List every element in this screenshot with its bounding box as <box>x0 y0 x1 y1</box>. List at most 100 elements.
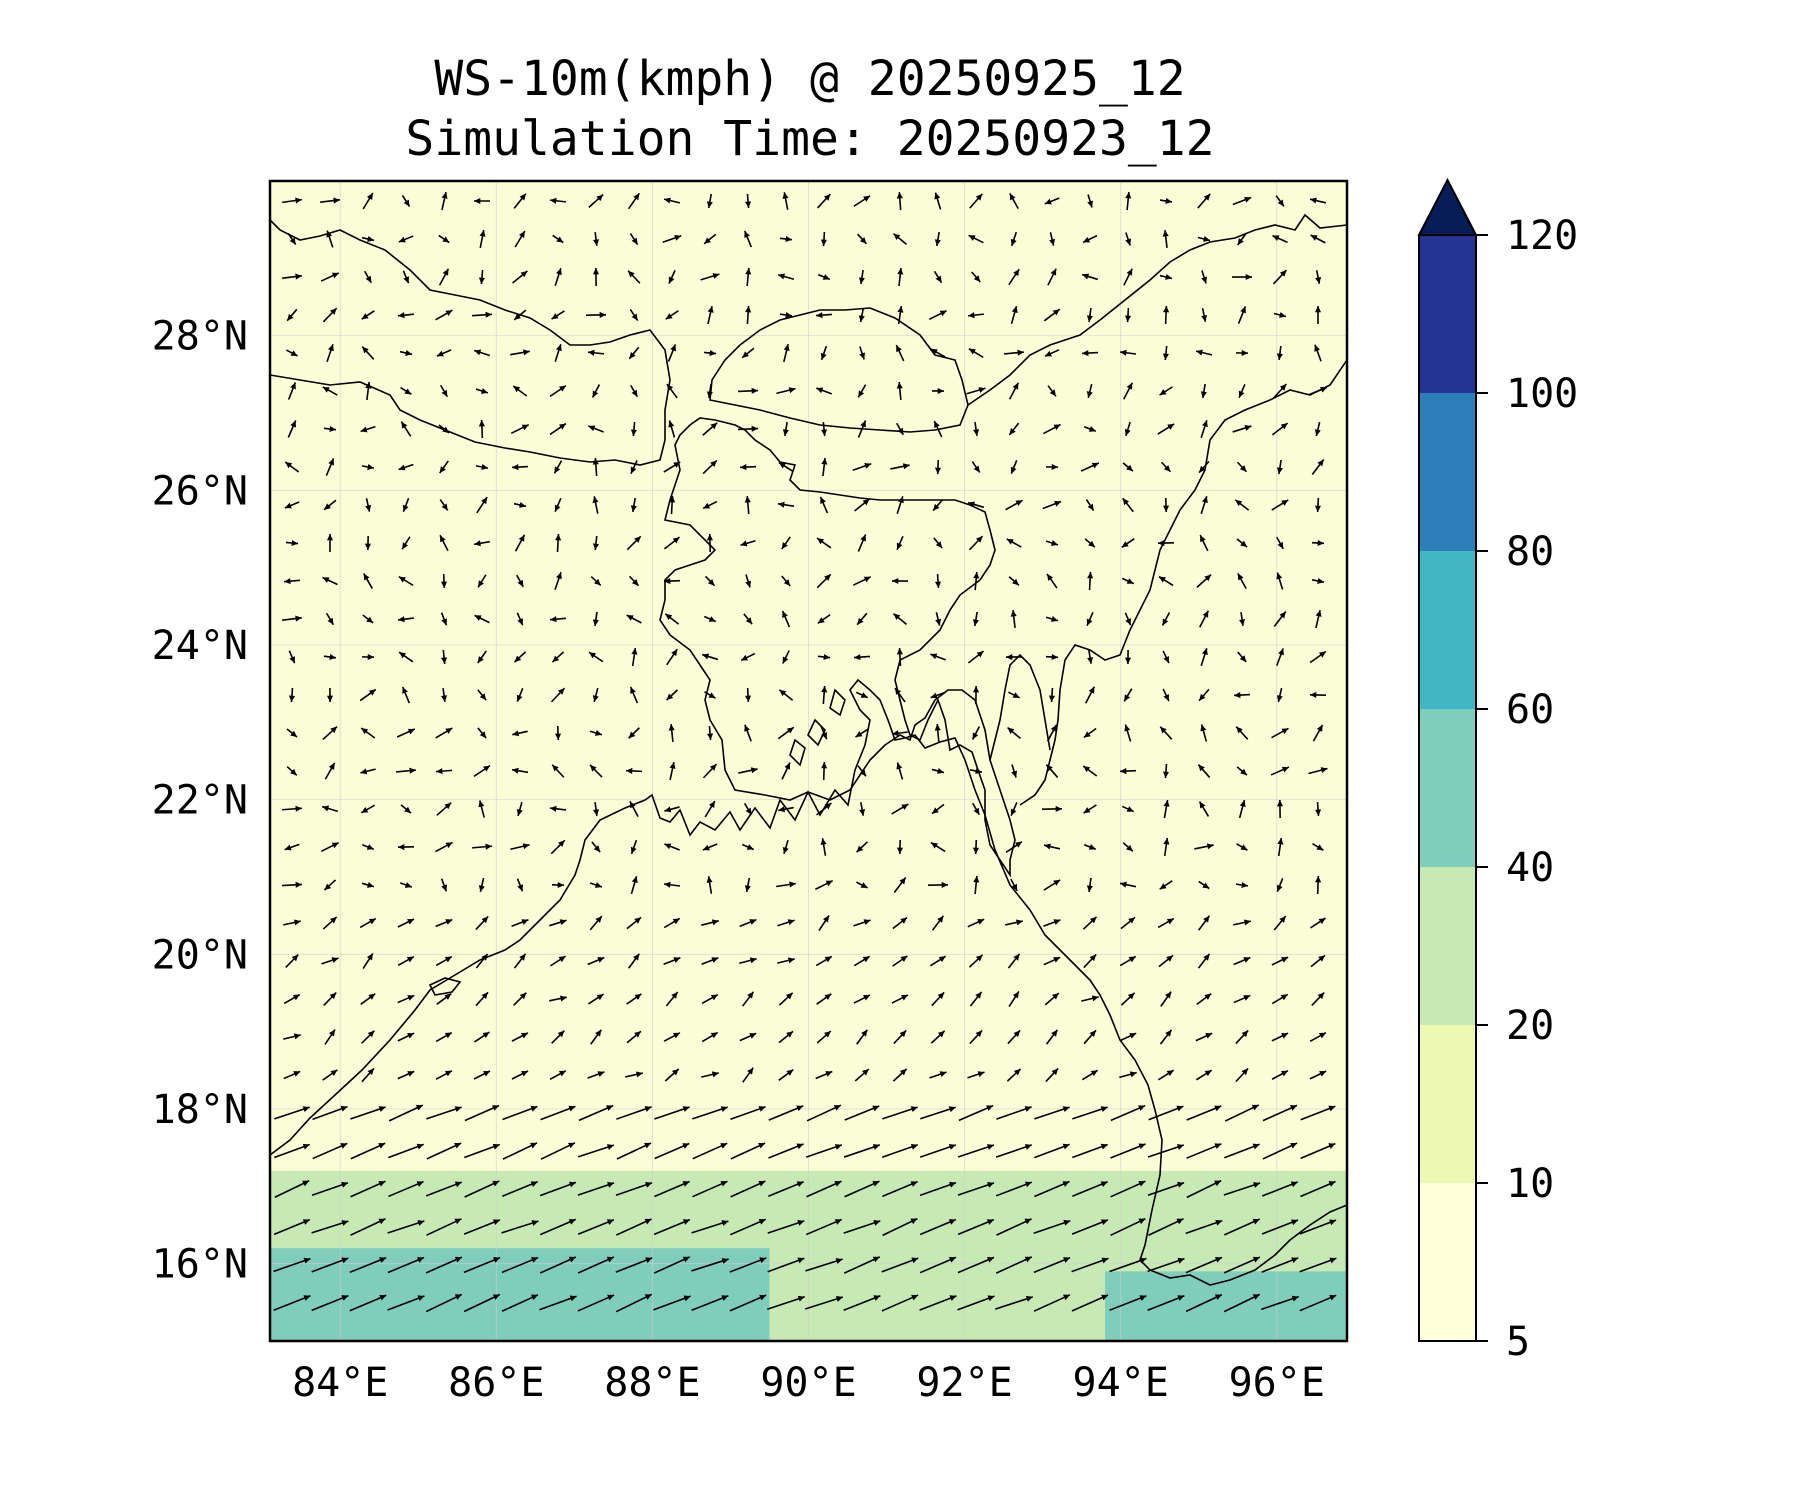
wind-arrow <box>891 577 909 585</box>
colorbar-segment <box>1419 235 1476 393</box>
wind-arrow <box>398 575 414 587</box>
wind-arrow <box>995 1181 1033 1197</box>
wind-arrow <box>930 1030 946 1044</box>
wind-arrow <box>1087 194 1094 208</box>
wind-arrow <box>1201 308 1208 322</box>
wind-arrow <box>692 1180 728 1198</box>
wind-arrow <box>551 881 565 889</box>
wind-arrow <box>739 957 757 965</box>
wind-arrow <box>312 1142 348 1160</box>
wind-arrow <box>777 919 795 927</box>
wind-arrow <box>815 955 833 967</box>
wind-arrow <box>283 919 301 926</box>
wind-arrow <box>1119 1032 1137 1042</box>
wind-arrow <box>1261 1257 1299 1273</box>
wind-zone-1 <box>270 1248 770 1341</box>
wind-arrow <box>549 197 567 204</box>
lon-tick-label: 94°E <box>1073 1360 1169 1406</box>
wind-arrow <box>1007 953 1021 969</box>
wind-arrow <box>440 612 448 626</box>
wind-arrow <box>934 459 942 475</box>
wind-arrow <box>1309 197 1327 204</box>
sundarban-islands <box>789 688 846 767</box>
lat-tick-label: 28°N <box>152 314 248 360</box>
wind-arrow <box>740 652 756 662</box>
wind-arrow <box>973 422 980 436</box>
wind-arrow <box>284 843 300 851</box>
wind-arrow <box>349 1256 387 1274</box>
wind-arrow <box>1119 349 1137 356</box>
wind-arrow <box>654 1180 690 1198</box>
wind-arrow <box>1314 344 1322 362</box>
wind-arrow <box>935 612 942 626</box>
coastal-lagoon <box>428 977 462 996</box>
wind-arrow <box>323 499 337 511</box>
wind-arrow <box>311 1220 349 1234</box>
wind-arrow <box>438 268 450 286</box>
wind-arrow <box>629 309 639 321</box>
wind-arrow <box>361 882 375 888</box>
wind-arrow <box>284 578 300 585</box>
wind-arrow <box>701 919 719 926</box>
wind-arrow <box>738 425 758 432</box>
wind-arrow <box>440 878 448 892</box>
wind-arrow <box>973 571 980 591</box>
wind-arrow <box>1299 1219 1337 1235</box>
lon-tick-label: 90°E <box>760 1360 856 1406</box>
wind-arrow <box>588 651 604 663</box>
lat-tick-label: 22°N <box>152 778 248 824</box>
wind-arrow <box>931 915 945 931</box>
wind-arrow <box>387 1295 425 1311</box>
wind-arrow <box>933 537 943 549</box>
wind-arrow <box>1273 915 1287 931</box>
lat-tick-label: 20°N <box>152 932 248 978</box>
wind-arrow <box>968 954 984 968</box>
wind-arrow <box>539 1256 577 1274</box>
wind-arrow <box>477 650 487 664</box>
wind-arrow <box>322 307 338 323</box>
wind-arrow <box>435 841 453 853</box>
wind-arrow <box>397 843 415 851</box>
wind-arrow <box>397 994 415 1004</box>
wind-arrow <box>1233 956 1251 966</box>
wind-arrow <box>615 1293 653 1313</box>
wind-arrow <box>477 574 487 588</box>
wind-arrow <box>478 800 485 818</box>
wind-arrow <box>1235 726 1249 740</box>
wind-arrow <box>740 540 756 547</box>
wind-arrow <box>664 1068 680 1082</box>
wind-arrow <box>1071 1294 1109 1312</box>
wind-arrow <box>273 1295 311 1311</box>
wind-arrow <box>1085 499 1095 511</box>
wind-arrow <box>1034 1180 1070 1198</box>
wind-arrow <box>501 1256 539 1274</box>
lon-tick-label: 88°E <box>604 1360 700 1406</box>
wind-arrow <box>957 1218 995 1236</box>
wind-arrow <box>820 345 828 361</box>
wind-arrow <box>1159 1029 1173 1045</box>
wind-arrow <box>438 234 450 244</box>
wind-arrow <box>397 1032 415 1042</box>
wind-arrow <box>967 918 985 928</box>
wind-arrow <box>768 1143 804 1159</box>
wind-arrow <box>590 575 602 587</box>
wind-arrow <box>1276 648 1284 666</box>
wind-arrow <box>1200 420 1208 438</box>
wind-arrow <box>745 194 752 208</box>
wind-arrow <box>398 463 414 471</box>
wind-arrow <box>816 312 832 319</box>
wind-arrow <box>1223 1182 1261 1196</box>
wind-arrow <box>1239 612 1246 626</box>
wind-arrow <box>473 197 491 205</box>
wind-arrow <box>1314 305 1322 325</box>
wind-arrow <box>628 346 640 360</box>
wind-arrow <box>1299 1257 1337 1273</box>
wind-arrow <box>1011 764 1018 778</box>
wind-arrow <box>820 231 827 247</box>
wind-arrow <box>804 1296 844 1310</box>
wind-arrow <box>400 804 412 814</box>
wind-arrow <box>707 726 714 740</box>
wind-arrow <box>1201 270 1208 284</box>
wind-arrow <box>402 270 410 284</box>
wind-arrow <box>426 1142 462 1160</box>
